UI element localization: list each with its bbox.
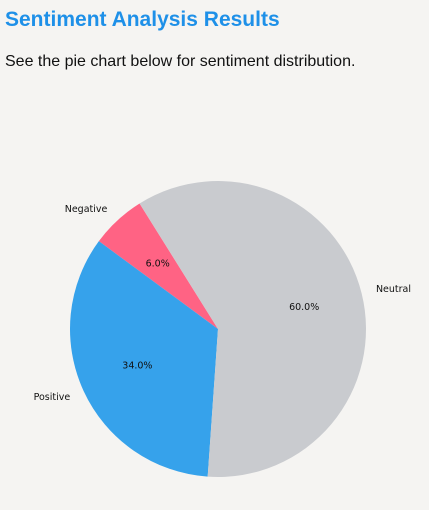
slice-label-positive: Positive [34, 392, 71, 403]
slice-percent-neutral: 60.0% [289, 302, 319, 313]
slice-label-negative: Negative [65, 204, 108, 215]
slice-percent-negative: 6.0% [146, 258, 170, 269]
slice-label-neutral: Neutral [376, 284, 411, 295]
slice-percent-positive: 34.0% [122, 361, 152, 372]
